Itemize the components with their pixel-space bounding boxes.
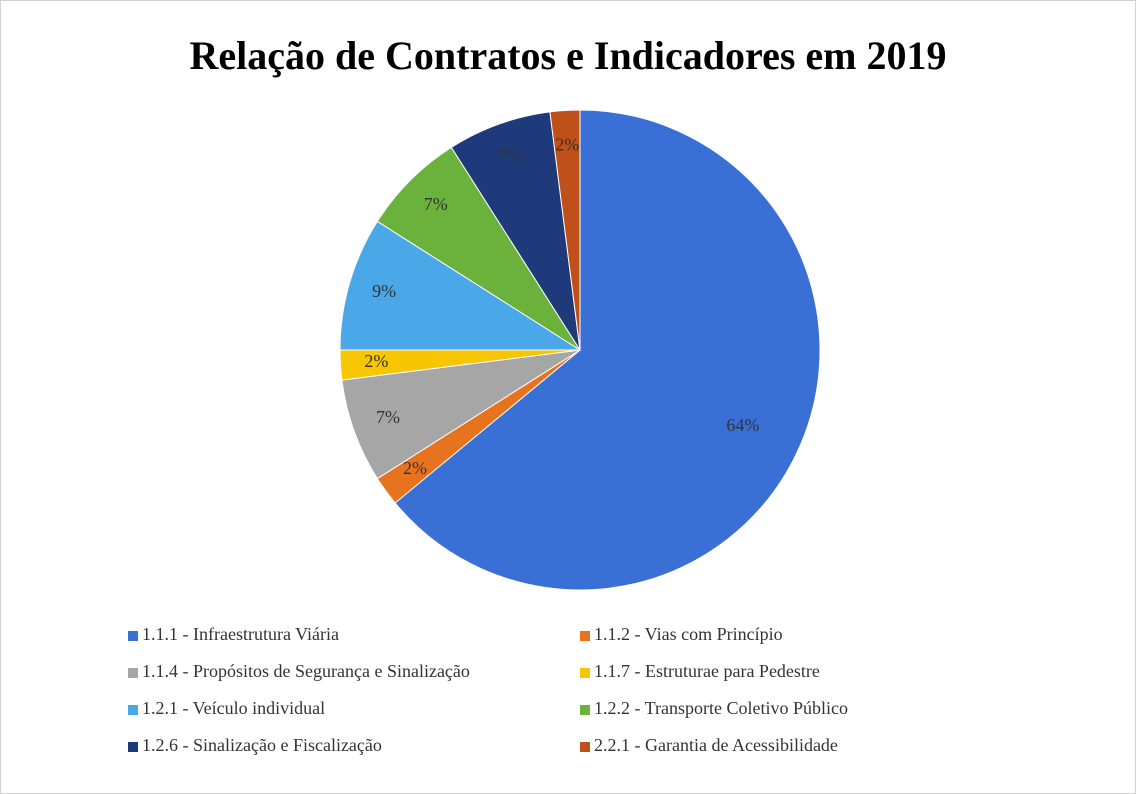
legend-label: 1.1.1 - Infraestrutura Viária [142, 624, 339, 644]
data-label: 2% [364, 351, 388, 371]
data-label: 64% [726, 415, 759, 435]
legend-swatch [580, 668, 590, 678]
legend-label: 1.2.2 - Transporte Coletivo Público [594, 698, 848, 718]
data-label: 2% [555, 135, 579, 155]
legend-swatch [128, 742, 138, 752]
pie-slice [394, 109, 821, 591]
legend-swatch [580, 742, 590, 752]
legend-label: 2.2.1 - Garantia de Acessibilidade [594, 735, 838, 755]
legend-label: 1.2.1 - Veículo individual [142, 698, 325, 718]
chart-title: Relação de Contratos e Indicadores em 20… [190, 33, 947, 78]
data-label: 7% [499, 146, 523, 166]
data-label: 9% [372, 281, 396, 301]
legend-swatch [128, 668, 138, 678]
data-label: 7% [424, 194, 448, 214]
legend-swatch [580, 705, 590, 715]
pie-slice [341, 349, 581, 480]
data-label: 2% [403, 458, 427, 478]
legend-swatch [128, 705, 138, 715]
legend-label: 1.1.7 - Estruturae para Pedestre [594, 661, 820, 681]
pie-slice [450, 111, 581, 351]
legend-label: 1.2.6 - Sinalização e Fiscalização [142, 735, 382, 755]
legend-swatch [128, 631, 138, 641]
pie-slice [376, 146, 581, 351]
legend-label: 1.1.2 - Vias com Princípio [594, 624, 783, 644]
data-label: 7% [376, 407, 400, 427]
legend-label: 1.1.4 - Propósitos de Segurança e Sinali… [142, 661, 470, 681]
legend-swatch [580, 631, 590, 641]
pie-slice [339, 220, 582, 351]
pie-slice [549, 109, 581, 351]
